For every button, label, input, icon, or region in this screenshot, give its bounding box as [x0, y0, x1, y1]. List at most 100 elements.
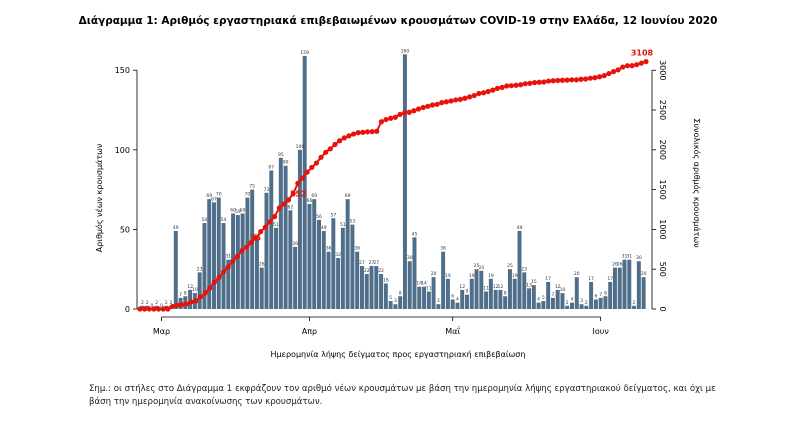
bar: [632, 305, 637, 309]
bar: [589, 281, 594, 309]
cumulative-point: [494, 85, 501, 91]
bar: [259, 267, 264, 309]
right-tick-label: 2500: [658, 100, 667, 120]
cumulative-point: [304, 169, 310, 175]
bar-value-label: 6: [451, 293, 454, 299]
cumulative-point: [179, 302, 185, 308]
bar-value-label: 2: [155, 300, 158, 306]
cumulative-point: [369, 129, 375, 135]
cumulative-point: [341, 135, 347, 141]
cumulative-point: [559, 77, 566, 83]
bar-value-label: 8: [184, 290, 187, 296]
bar-value-label: 12: [459, 284, 465, 290]
bar: [474, 269, 479, 309]
cumulative-point: [197, 294, 203, 300]
cumulative-point: [146, 306, 152, 312]
bar: [297, 149, 302, 309]
bar: [383, 283, 388, 309]
bar: [598, 297, 603, 309]
x-axis-title: Ημερομηνία λήψης δείγματος προς εργαστηρ…: [271, 350, 526, 359]
bar: [307, 203, 312, 309]
bar: [340, 227, 345, 309]
cumulative-point: [225, 264, 231, 270]
bar-value-label: 73: [264, 187, 270, 193]
bar-value-label: 32: [335, 252, 341, 258]
cumulative-point: [448, 98, 454, 104]
bar-value-label: 87: [268, 165, 274, 171]
bar: [422, 286, 427, 309]
cumulative-point: [490, 87, 496, 93]
cumulative-point: [406, 109, 412, 115]
bar-value-label: 2: [566, 300, 569, 306]
bar: [531, 285, 536, 309]
bar: [388, 301, 393, 309]
cumulative-point: [285, 197, 292, 203]
cumulative-point: [480, 90, 487, 96]
cumulative-point: [211, 279, 217, 285]
cumulative-point: [207, 285, 213, 291]
bar-value-labels: 2202022497812102354696770543160596070754…: [141, 48, 647, 309]
chart-title: Διάγραμμα 1: Αριθμός εργαστηριακά επιβεβ…: [79, 15, 718, 27]
cumulative-point: [295, 180, 301, 186]
cumulative-point: [169, 303, 176, 310]
bar: [345, 199, 350, 309]
cumulative-point: [220, 269, 227, 275]
bar-value-label: 11: [426, 285, 432, 291]
cumulative-point: [411, 108, 417, 114]
cumulative-point: [160, 306, 166, 312]
y-right-axis-title: Συνολικός αριθμός κρουσμάτων: [692, 118, 702, 248]
bar: [469, 278, 474, 309]
bar: [527, 288, 532, 309]
bar: [412, 237, 417, 309]
cumulative-point: [151, 306, 157, 312]
bar-value-label: 19: [445, 273, 451, 279]
bar: [493, 289, 498, 309]
bar: [593, 299, 598, 309]
left-tick-label: 50: [120, 225, 130, 234]
bar-value-label: 51: [340, 222, 346, 228]
bar-value-label: 12: [498, 284, 504, 290]
cumulative-point: [513, 82, 519, 88]
cumulative-point: [462, 95, 468, 101]
x-axis: Μαρ Απρ Μαΐ Ιουν: [153, 316, 609, 336]
bar-value-label: 2: [585, 300, 588, 306]
bar: [570, 302, 574, 309]
bar-value-label: 15: [531, 279, 537, 285]
bar-value-label: 10: [192, 287, 198, 293]
cumulative-point: [272, 214, 278, 220]
bar-value-label: 20: [641, 271, 647, 277]
bar-value-label: 4: [537, 297, 540, 303]
bar-value-label: 69: [345, 193, 351, 199]
cumulative-point: [364, 129, 371, 135]
bar: [235, 215, 240, 309]
annotation-label: 152: [290, 190, 307, 199]
annotation-label: 3108: [631, 49, 654, 58]
bar-value-label: 23: [521, 266, 527, 272]
bar-value-label: 24: [478, 265, 484, 271]
cumulative-point: [504, 83, 510, 89]
cumulative-point: [638, 60, 644, 66]
bar-value-label: 54: [221, 217, 227, 223]
bar-value-label: 14: [421, 281, 427, 287]
bar: [379, 273, 384, 309]
cumulative-point: [318, 154, 324, 160]
bar: [617, 267, 622, 309]
cumulative-point: [253, 235, 259, 241]
bar-value-label: 8: [604, 290, 607, 296]
bar-value-label: 14: [416, 281, 422, 287]
cumulative-point: [327, 146, 333, 152]
bar: [269, 170, 274, 309]
cumulative-point: [629, 63, 635, 69]
bar-value-label: 67: [211, 196, 217, 202]
left-tick-label: 150: [115, 66, 130, 75]
bar-value-label: 30: [407, 255, 413, 261]
bar: [579, 304, 584, 309]
right-tick-label: 500: [658, 262, 667, 277]
cumulative-point: [332, 141, 338, 148]
cumulative-point: [355, 130, 361, 136]
bar-value-label: 3: [437, 298, 440, 304]
cumulative-point: [262, 224, 268, 230]
bar-value-label: 12: [493, 284, 499, 290]
bar-value-label: 11: [483, 285, 489, 291]
bar-value-label: 54: [202, 217, 208, 223]
